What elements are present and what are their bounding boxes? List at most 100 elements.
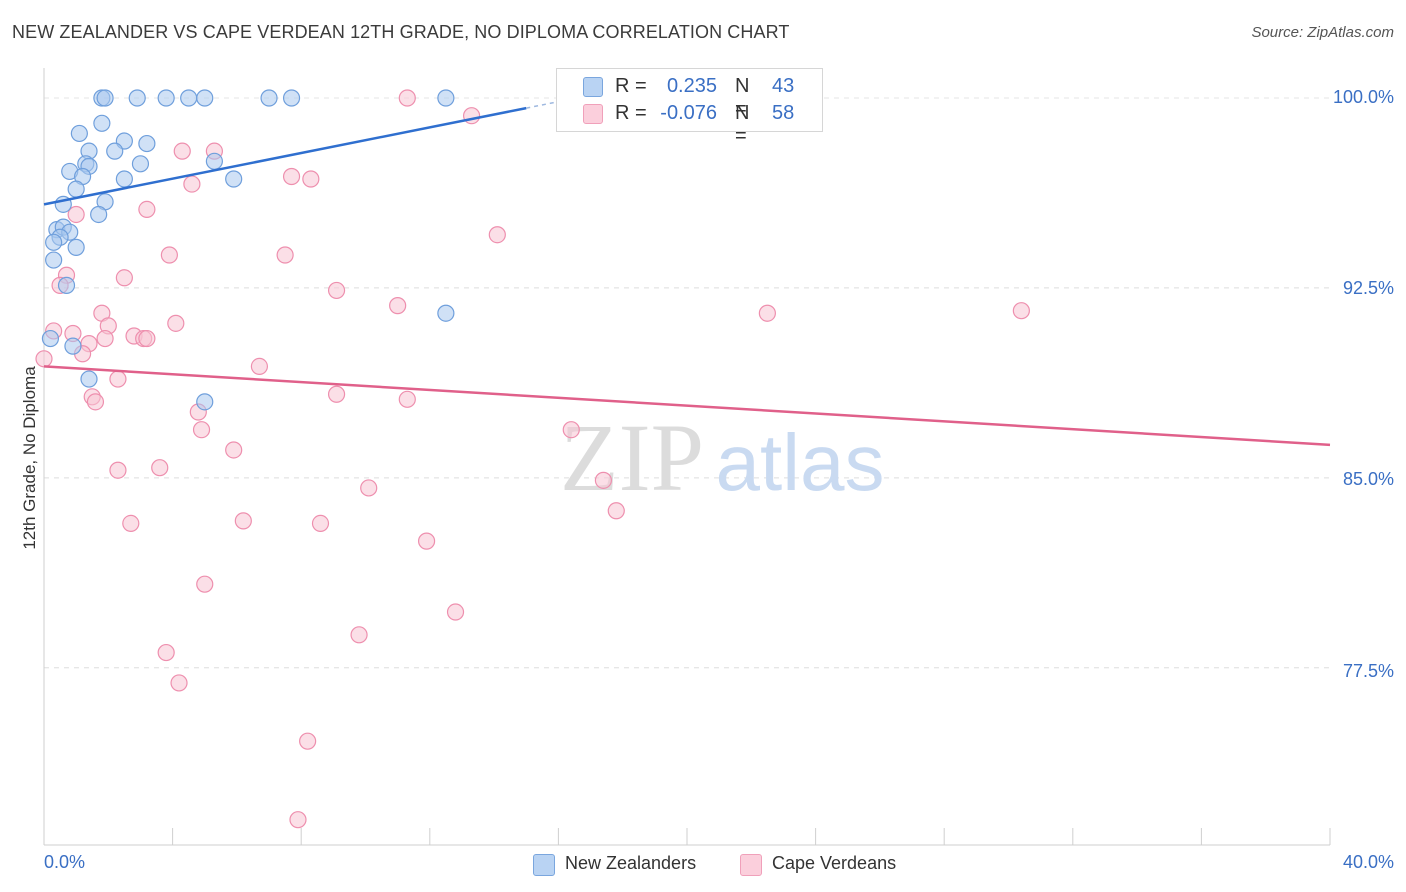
- legend-label: New Zealanders: [565, 853, 697, 873]
- new-zealanders-point: [90, 205, 108, 224]
- cape-verdeans-point: [360, 479, 378, 497]
- cape-verdeans-point: [192, 421, 211, 439]
- new-zealanders-point: [260, 89, 278, 107]
- new-zealanders-point: [282, 89, 301, 107]
- cape-verdeans-point: [327, 385, 346, 403]
- cape-verdeans-point: [607, 502, 625, 520]
- cape-verdeans-point: [302, 170, 320, 188]
- y-tick-label: 77.5%: [1342, 661, 1394, 681]
- cape-verdeans-point: [594, 471, 613, 489]
- new-zealanders-point: [57, 276, 76, 294]
- cape-verdeans-point: [276, 246, 294, 264]
- cape-verdeans-point: [160, 246, 178, 264]
- r-label: R =: [615, 75, 647, 97]
- watermark-zip: ZIP: [560, 404, 704, 511]
- new-zealanders-point: [180, 89, 198, 107]
- cape-verdeans-point: [96, 329, 114, 348]
- x-tick-label-max: 40.0%: [1342, 852, 1394, 872]
- watermark: ZIP atlas: [560, 404, 884, 511]
- new-zealanders-point: [67, 180, 85, 198]
- cape-verdeans-point: [488, 226, 506, 244]
- blue-swatch: [533, 854, 555, 876]
- cape-verdeans-point: [417, 532, 436, 550]
- new-zealanders-point: [93, 114, 111, 132]
- cape-verdeans-trend-line: [43, 365, 1331, 447]
- cape-verdeans-point: [389, 297, 407, 315]
- new-zealanders-point: [196, 393, 214, 411]
- cape-verdeans-point: [250, 357, 269, 376]
- cape-verdeans-point: [398, 89, 416, 107]
- watermark-atlas: atlas: [716, 418, 885, 507]
- cape-verdeans-point: [157, 643, 175, 662]
- cape-verdeans-point: [446, 603, 465, 621]
- cape-verdeans-point: [151, 459, 169, 477]
- cape-verdeans-point: [35, 350, 53, 368]
- new-zealanders-points: [41, 89, 455, 411]
- n-label: N =: [735, 102, 750, 147]
- new-zealanders-point: [45, 251, 63, 269]
- r-value: 0.235: [666, 75, 717, 97]
- new-zealanders-point: [80, 370, 98, 388]
- new-zealanders-point: [41, 329, 60, 348]
- cape-verdeans-point: [1012, 302, 1030, 320]
- n-value: 58: [772, 102, 795, 124]
- legend-label: Cape Verdeans: [772, 853, 897, 873]
- cape-verdeans-point: [86, 393, 105, 411]
- pink-swatch: [740, 854, 762, 876]
- y-tick-label: 100.0%: [1332, 87, 1394, 107]
- r-value: -0.076: [660, 102, 717, 124]
- new-zealanders-trend-line-extension: [526, 100, 559, 109]
- r-label: R =: [615, 102, 647, 124]
- cape-verdeans-point: [115, 269, 133, 287]
- cape-verdeans-point: [67, 205, 85, 224]
- cape-verdeans-point: [350, 626, 368, 644]
- new-zealanders-point: [64, 337, 82, 355]
- cape-verdeans-point: [138, 200, 156, 219]
- cape-verdeans-point: [109, 370, 127, 388]
- cape-verdeans-point: [138, 329, 156, 348]
- cape-verdeans-point: [311, 514, 330, 533]
- y-tick-label: 92.5%: [1342, 278, 1394, 298]
- cape-verdeans-point: [289, 811, 307, 829]
- n-value: 43: [772, 75, 795, 97]
- cape-verdeans-point: [234, 512, 252, 530]
- cape-verdeans-point: [122, 514, 140, 533]
- new-zealanders-point: [128, 89, 146, 107]
- cape-verdeans-point: [167, 314, 185, 332]
- cape-verdeans-point: [562, 421, 580, 439]
- new-zealanders-point: [96, 89, 114, 107]
- y-tick-label: 85.0%: [1342, 469, 1394, 489]
- new-zealanders-point: [196, 89, 214, 107]
- cape-verdeans-point: [183, 175, 201, 193]
- trend-lines: [43, 100, 1331, 447]
- source-label: Source: ZipAtlas.com: [1251, 24, 1394, 41]
- cape-verdeans-point: [299, 732, 317, 750]
- new-zealanders-point: [67, 238, 85, 256]
- cape-verdeans-point: [398, 390, 416, 408]
- cape-verdeans-point: [282, 167, 301, 186]
- chart-title: NEW ZEALANDER VS CAPE VERDEAN 12TH GRADE…: [12, 22, 790, 42]
- new-zealanders-trend-line: [43, 106, 527, 206]
- new-zealanders-point: [437, 89, 455, 107]
- cape-verdeans-point: [758, 304, 776, 322]
- cape-verdeans-points: [35, 89, 1030, 829]
- n-label: N =: [735, 75, 750, 120]
- cape-verdeans-point: [327, 281, 346, 300]
- new-zealanders-point: [205, 152, 223, 170]
- cape-verdeans-point: [173, 142, 191, 160]
- pink-swatch: [583, 104, 603, 124]
- cape-verdeans-point: [170, 674, 188, 692]
- cape-verdeans-point: [196, 575, 214, 593]
- new-zealanders-point: [131, 155, 150, 173]
- new-zealanders-point: [106, 142, 124, 160]
- cape-verdeans-point: [109, 461, 127, 479]
- new-zealanders-point: [437, 304, 455, 322]
- x-tick-label-min: 0.0%: [44, 852, 86, 872]
- new-zealanders-point: [157, 89, 175, 107]
- cape-verdeans-point: [225, 441, 243, 459]
- blue-swatch: [583, 77, 603, 97]
- new-zealanders-point: [138, 134, 156, 153]
- stats-legend: R = 0.235 N = 43 R = -0.076 N = 58: [556, 68, 823, 147]
- new-zealanders-point: [225, 170, 243, 188]
